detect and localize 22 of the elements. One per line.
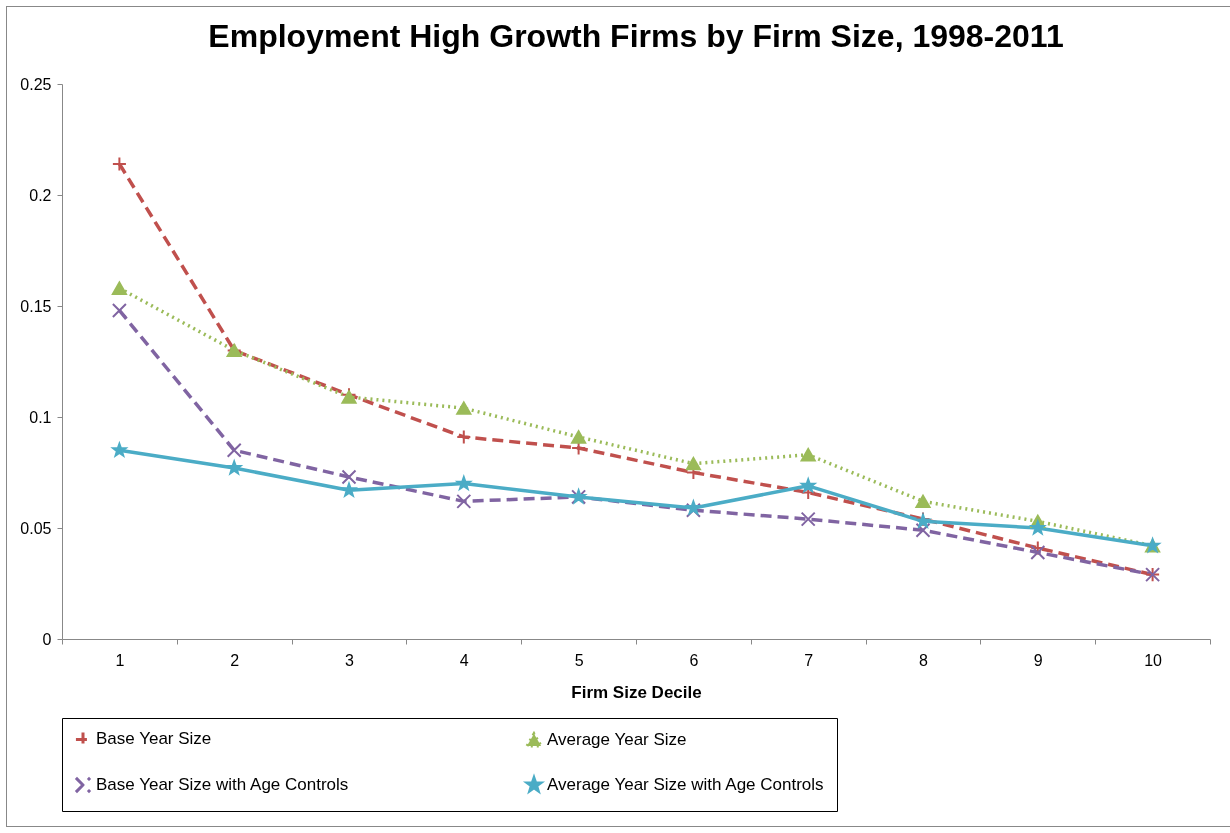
legend-label: Average Year Size with Age Controls	[547, 775, 824, 794]
y-tick-label: 0	[42, 630, 52, 648]
legend-label: Base Year Size with Age Controls	[96, 775, 349, 794]
y-tick-label: 0.2	[29, 186, 52, 204]
y-tick-label: 0.25	[20, 75, 52, 93]
x-axis-title: Firm Size Decile	[571, 682, 702, 702]
legend-label: Base Year Size	[96, 729, 212, 749]
x-tick-label: 10	[1144, 651, 1163, 669]
y-tick-label: 0.1	[29, 408, 52, 426]
x-tick-label: 9	[1033, 651, 1043, 669]
x-tick-label: 7	[804, 651, 814, 669]
x-tick-label: 2	[230, 651, 240, 669]
y-tick-label: 0.05	[20, 519, 52, 537]
chart-title: Employment High Growth Firms by Firm Size, 1998-2011	[208, 18, 1064, 54]
x-tick-label: 5	[574, 651, 584, 669]
x-tick-label: 6	[689, 651, 699, 669]
x-tick-label: 8	[919, 651, 929, 669]
legend-label: Average Year Size	[547, 729, 687, 749]
x-tick-label: 3	[345, 651, 355, 669]
x-tick-label: 4	[459, 651, 469, 669]
x-tick-label: 1	[115, 651, 125, 669]
y-tick-label: 0.15	[20, 297, 52, 315]
